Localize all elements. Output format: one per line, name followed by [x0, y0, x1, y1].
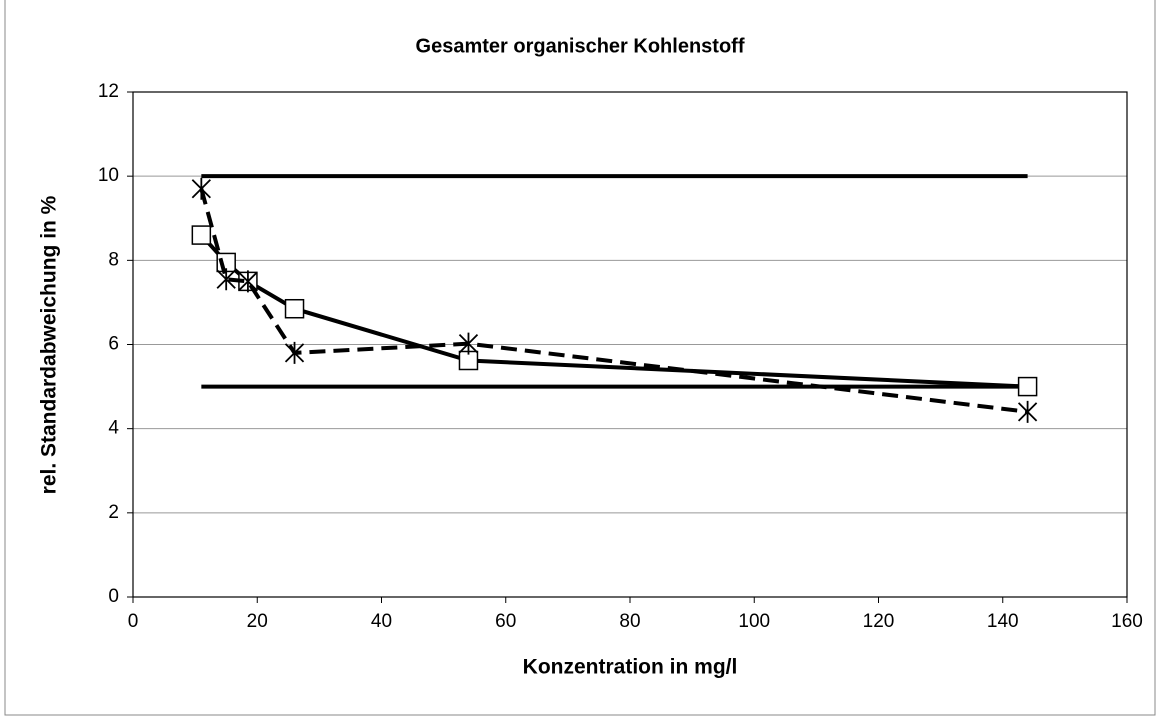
x-tick-label: 100 [738, 611, 770, 632]
series-line [199, 188, 1028, 414]
x-tick-label: 120 [863, 611, 895, 632]
x-tick-label: 60 [495, 611, 516, 632]
chart-title: Gesamter organischer Kohlenstoff [416, 35, 745, 57]
y-tick-label: 12 [98, 81, 119, 102]
star-marker [284, 341, 305, 364]
x-axis-label: Konzentration in mg/l [523, 656, 738, 679]
y-axis-label: rel. Standardabweichung in % [38, 195, 61, 494]
star-marker [458, 332, 479, 355]
y-tick-label: 0 [108, 586, 119, 607]
x-tick-label: 40 [371, 611, 392, 632]
x-tick-label: 0 [128, 611, 139, 632]
square-marker [1017, 376, 1038, 397]
y-tick-label: 2 [108, 502, 119, 523]
y-tick-label: 8 [108, 249, 119, 270]
star-marker [191, 177, 211, 200]
square-marker [191, 225, 212, 245]
star-marker [238, 270, 258, 293]
x-tick-label: 20 [247, 611, 268, 632]
x-tick-label: 160 [1111, 611, 1143, 632]
y-tick-label: 10 [98, 165, 119, 186]
square-marker [284, 298, 305, 319]
y-tick-label: 6 [108, 334, 119, 355]
star-marker [216, 268, 236, 291]
y-tick-label: 4 [108, 418, 119, 439]
x-tick-label: 80 [619, 611, 640, 632]
star-marker [1017, 400, 1038, 423]
x-tick-label: 140 [987, 611, 1019, 632]
plot-area [132, 91, 1128, 598]
